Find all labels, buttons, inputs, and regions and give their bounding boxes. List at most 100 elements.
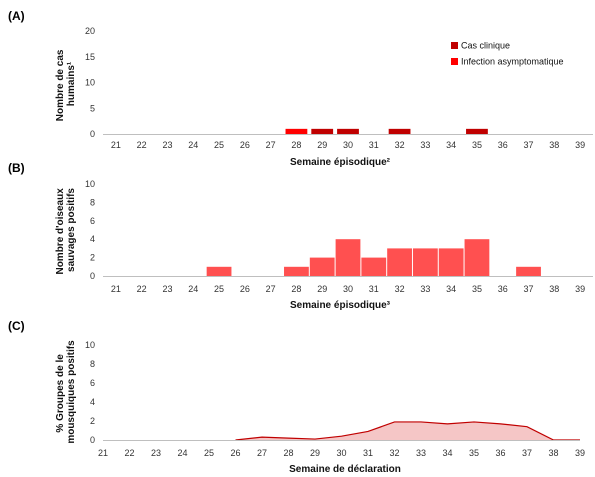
panel-a-bar [285, 128, 308, 134]
panel-b-bar [206, 266, 232, 276]
panel-b-bar [309, 257, 335, 276]
panel-a-xtick-label: 32 [395, 140, 405, 150]
panel-b-xtick-label: 25 [214, 284, 224, 294]
panel-a-xtick-label: 30 [343, 140, 353, 150]
panel-a-ylabel: Nombre de cas humains¹ [55, 47, 77, 121]
panel-b-xtick-label: 23 [162, 284, 172, 294]
panel-b-bar [284, 266, 309, 276]
legend-label-infection-asymptomatique: Infection asymptomatique [461, 57, 564, 67]
panel-a-xtick-label: 34 [446, 140, 456, 150]
panel-b-ytick-label: 4 [90, 234, 95, 244]
panel-c-xtick-label: 24 [177, 448, 187, 458]
panel-c-series-line [235, 421, 580, 441]
panel-b-xtick-label: 38 [549, 284, 559, 294]
panel-c-ytick-label: 2 [90, 416, 95, 426]
panel-a-xtick-label: 28 [291, 140, 301, 150]
panel-b-bar [335, 239, 361, 276]
panel-b-label: (B) [8, 161, 25, 175]
panel-b-bar [516, 266, 541, 276]
panel-b-xtick-label: 31 [369, 284, 379, 294]
panel-b-xtick-label: 29 [317, 284, 327, 294]
panel-a-xlabel: Semaine épisodique² [290, 157, 391, 168]
panel-b-bar [464, 239, 490, 276]
panel-b-xtick-label: 36 [498, 284, 508, 294]
panel-a-ytick-label: 10 [85, 78, 95, 88]
panel-b-ylabel: Nombre d'oiseaux sauvages positifs [55, 185, 77, 274]
legend-swatch-cas-clinique [451, 42, 458, 49]
panel-b-bar [412, 248, 438, 276]
panel-a-bar [466, 128, 488, 134]
panel-c-xtick-label: 29 [310, 448, 320, 458]
panel-c-ytick-label: 0 [90, 435, 95, 445]
panel-b-ytick-label: 8 [90, 197, 95, 207]
panel-c-area-fill [235, 421, 580, 440]
panel-c-xtick-label: 28 [283, 448, 293, 458]
panel-c-ytick-label: 6 [90, 378, 95, 388]
panel-a-xtick-label: 35 [472, 140, 482, 150]
panel-c-xtick-label: 22 [124, 448, 134, 458]
panel-b-xtick-label: 32 [395, 284, 405, 294]
panel-a-xtick-label: 25 [214, 140, 224, 150]
panel-a-ytick-label: 15 [85, 52, 95, 62]
panel-a-bar [311, 128, 334, 134]
panel-c-xtick-label: 39 [575, 448, 585, 458]
panel-c-xtick-label: 30 [336, 448, 346, 458]
panel-c-xtick-label: 31 [363, 448, 373, 458]
panel-c-ytick-label: 4 [90, 397, 95, 407]
panel-c-xtick-label: 23 [151, 448, 161, 458]
panel-a-bar [337, 128, 359, 134]
panel-b-bar [361, 257, 387, 276]
panel-a-xtick-label: 29 [317, 140, 327, 150]
panel-a-xtick-label: 27 [266, 140, 276, 150]
panel-c-ylabel: % Groupes de le mousquiques positifs [55, 340, 77, 444]
panel-c-ytick-label: 10 [85, 340, 95, 350]
panel-a-plot: 0 5 10 15 20 21 22 23 24 25 26 27 28 29 30 31 32 33 34 35 36… [85, 26, 593, 150]
panel-c-xtick-label: 35 [469, 448, 479, 458]
panel-a-legend: Cas clinique Infection asymptomatique [451, 41, 564, 67]
panel-a-xtick-label: 22 [137, 140, 147, 150]
panel-b-xtick-label: 33 [420, 284, 430, 294]
panel-b-bar [387, 248, 412, 276]
panel-b-xtick-label: 21 [111, 284, 121, 294]
panel-c-xtick-label: 38 [548, 448, 558, 458]
panel-c-xtick-label: 26 [230, 448, 240, 458]
panel-a-xtick-label: 23 [162, 140, 172, 150]
panel-a-bar [388, 128, 411, 134]
panel-a-xtick-label: 24 [188, 140, 198, 150]
panel-b-xtick-label: 30 [343, 284, 353, 294]
panel-c-xtick-label: 33 [416, 448, 426, 458]
panel-c-xtick-label: 37 [522, 448, 532, 458]
panel-c-xtick-label: 21 [98, 448, 108, 458]
panel-a-xtick-label: 26 [240, 140, 250, 150]
panel-c-xlabel: Semaine de déclaration [289, 464, 401, 475]
panel-b-bar [438, 248, 464, 276]
panel-a: (A) Nombre de cas humains¹ Semaine épiso… [8, 9, 564, 168]
panel-c-xtick-label: 36 [495, 448, 505, 458]
panel-c-xtick-label: 27 [257, 448, 267, 458]
panel-c-xtick-label: 25 [204, 448, 214, 458]
panel-a-xtick-label: 37 [524, 140, 534, 150]
panel-b-xtick-label: 35 [472, 284, 482, 294]
panel-b-ytick-label: 2 [90, 253, 95, 263]
panel-b-ytick-label: 10 [85, 179, 95, 189]
panel-b: (B) Nombre d'oiseaux sauvages positifs S… [8, 161, 391, 311]
panel-a-ytick-label: 20 [85, 26, 95, 36]
panel-a-xtick-label: 38 [549, 140, 559, 150]
panel-b-xlabel: Semaine épisodique³ [290, 300, 391, 311]
panel-b-xtick-label: 22 [137, 284, 147, 294]
panel-b-xtick-label: 24 [188, 284, 198, 294]
panel-c-xtick-label: 34 [442, 448, 452, 458]
panel-c: (C) % Groupes de le mousquiques positifs… [8, 319, 401, 475]
panel-a-ytick-label: 0 [90, 129, 95, 139]
panel-b-xtick-label: 34 [446, 284, 456, 294]
panel-a-xtick-label: 31 [369, 140, 379, 150]
panel-a-label: (A) [8, 9, 25, 23]
panel-a-xtick-label: 21 [111, 140, 121, 150]
panel-c-xtick-label: 32 [389, 448, 399, 458]
panel-c-label: (C) [8, 319, 25, 333]
panel-b-ytick-label: 0 [90, 271, 95, 281]
